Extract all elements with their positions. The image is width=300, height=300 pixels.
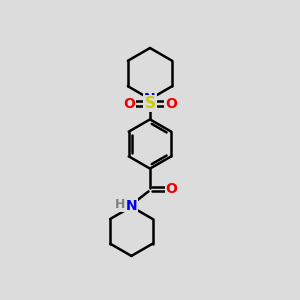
- Text: H: H: [115, 198, 125, 212]
- Text: O: O: [165, 97, 177, 110]
- Text: O: O: [123, 97, 135, 110]
- Text: N: N: [144, 92, 156, 106]
- Text: N: N: [126, 199, 137, 212]
- Text: S: S: [145, 96, 155, 111]
- Text: O: O: [166, 182, 178, 196]
